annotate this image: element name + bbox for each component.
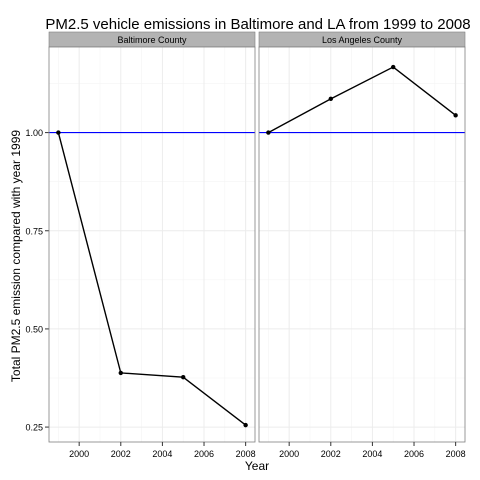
y-tick-label: 0.75 xyxy=(25,226,43,236)
data-point xyxy=(243,422,248,428)
x-tick-label: 2000 xyxy=(279,449,299,459)
y-tick-label: 1.00 xyxy=(25,128,43,138)
chart-title: PM2.5 vehicle emissions in Baltimore and… xyxy=(45,16,470,33)
y-axis-label: Total PM2.5 emission compared with year … xyxy=(9,130,23,382)
facet-panel-baltimore: Baltimore County 2000 2002 2004 2006 2008 xyxy=(48,31,256,459)
panel-background xyxy=(49,47,255,442)
x-tick-label: 2004 xyxy=(362,449,382,459)
facet-strip-label: Baltimore County xyxy=(117,35,187,45)
x-tick-label: 2008 xyxy=(236,449,256,459)
data-point xyxy=(453,113,458,118)
series-line xyxy=(57,132,247,426)
x-tick-label: 2006 xyxy=(404,449,424,459)
x-tick-label: 2002 xyxy=(111,449,131,459)
data-point xyxy=(56,130,61,135)
y-tick-label: 0.50 xyxy=(25,324,43,334)
x-tick-label: 2008 xyxy=(446,449,466,459)
y-tick-label: 0.25 xyxy=(25,423,43,433)
x-tick-label: 2004 xyxy=(152,449,172,459)
facet-strip-label: Los Angeles County xyxy=(322,35,403,45)
panel-background xyxy=(259,47,465,442)
x-tick-label: 2000 xyxy=(69,449,89,459)
data-point xyxy=(391,64,396,70)
panel-border xyxy=(258,46,466,443)
data-point xyxy=(118,370,123,376)
y-axis: 0.25 0.50 0.75 1.00 xyxy=(25,128,49,433)
series-line xyxy=(268,66,457,134)
data-point xyxy=(266,130,271,135)
data-point xyxy=(181,375,186,380)
facet-panel-los-angeles: Los Angeles County 2000 2002 2004 2006 2008 xyxy=(258,31,466,459)
panel-border xyxy=(48,46,256,443)
x-tick-label: 2006 xyxy=(194,449,214,459)
data-point xyxy=(328,96,333,102)
x-axis-label: Year xyxy=(245,459,269,473)
x-tick-label: 2002 xyxy=(321,449,341,459)
